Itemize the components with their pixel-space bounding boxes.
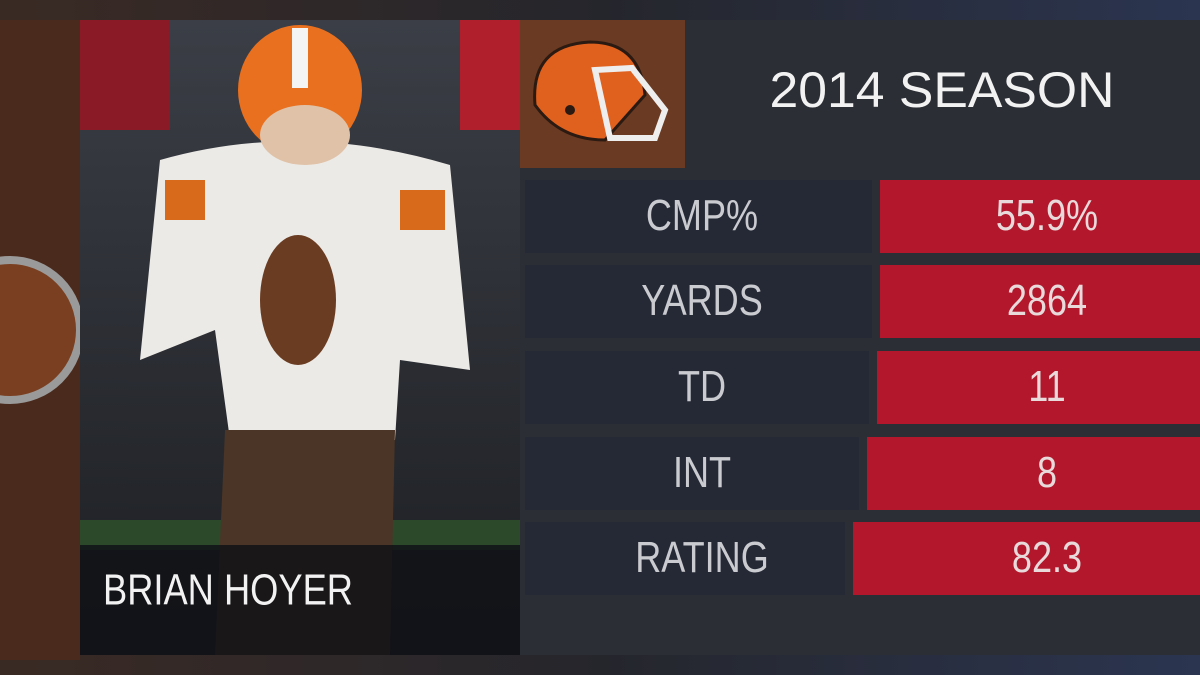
stat-label: RATING — [635, 533, 769, 582]
stat-value: 2864 — [1007, 276, 1087, 325]
stat-label-cell — [525, 265, 872, 338]
stat-value-cell — [867, 437, 1200, 510]
stat-value-cell — [880, 265, 1200, 338]
stat-label-cell — [525, 351, 869, 424]
stat-value-cell — [853, 522, 1200, 595]
player-name: BRIAN HOYER — [103, 566, 353, 615]
stat-label-cell — [525, 180, 872, 253]
stat-value-cell — [880, 180, 1200, 253]
title: 2014 SEASON — [770, 62, 1115, 118]
team-logo — [533, 40, 669, 142]
stat-label-cell — [525, 522, 845, 595]
stat-label: YARDS — [641, 276, 763, 325]
stat-value-cell — [877, 351, 1200, 424]
stat-value: 8 — [1037, 448, 1057, 497]
stat-label: INT — [673, 448, 731, 497]
stat-label: CMP% — [646, 191, 758, 240]
stat-value: 11 — [1028, 362, 1065, 411]
stat-label: TD — [678, 362, 726, 411]
stat-value: 55.9% — [996, 191, 1098, 240]
stat-label-cell — [525, 437, 859, 510]
stat-value: 82.3 — [1012, 533, 1082, 582]
player-photo — [80, 20, 520, 655]
